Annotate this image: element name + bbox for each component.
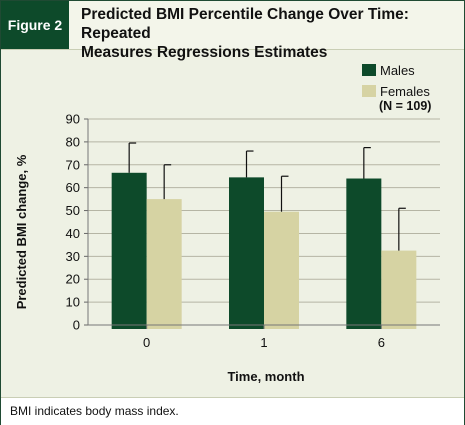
legend-label-females: Females [380, 84, 430, 99]
sample-size-note: (N = 109) [379, 99, 431, 113]
axes: 0 10 20 30 40 50 60 70 80 90 0 1 6 [66, 112, 440, 350]
legend-label-males: Males [380, 63, 415, 78]
x-axis-label: Time, month [227, 369, 304, 384]
legend-swatch-males [362, 64, 376, 76]
bar-males-1 [229, 177, 264, 329]
figure-title: Predicted BMI Percentile Change Over Tim… [81, 5, 459, 62]
x-tick-label: 6 [378, 335, 385, 350]
y-tick-label: 30 [66, 249, 80, 264]
figure-label: Figure 2 [1, 1, 69, 49]
bars [111, 142, 417, 329]
y-tick-label: 90 [66, 112, 80, 127]
bar-males-6 [346, 178, 382, 329]
bar-chart: 0 10 20 30 40 50 60 70 80 90 0 1 6 Males Females(N = … [14, 63, 440, 384]
figure-footer: BMI indicates body mass index. [1, 397, 464, 425]
bar-females-6 [381, 250, 417, 329]
figure-title-line-1: Predicted BMI Percentile Change Over Tim… [81, 6, 409, 42]
y-tick-label: 80 [66, 134, 80, 149]
y-tick-label: 10 [66, 295, 80, 310]
y-tick-label: 50 [66, 203, 80, 218]
x-tick-label: 1 [260, 335, 267, 350]
figure-header: Figure 2 Predicted BMI Percentile Change… [1, 1, 464, 61]
figure-title-line-2: Measures Regressions Estimates [81, 44, 328, 61]
bar-females-0 [146, 199, 182, 329]
legend-swatch-females [362, 85, 376, 97]
y-tick-label: 20 [66, 272, 80, 287]
legend: Males Females(N = 109) [362, 63, 431, 113]
y-tick-label: 0 [73, 318, 80, 333]
bar-males-0 [111, 172, 147, 329]
bar-females-1 [264, 211, 299, 329]
x-tick-label: 0 [143, 335, 150, 350]
y-axis-label: Predicted BMI change, % [14, 154, 29, 309]
y-tick-label: 60 [66, 180, 80, 195]
y-tick-label: 70 [66, 157, 80, 172]
footnote: BMI indicates body mass index. [10, 404, 179, 418]
y-tick-label: 40 [66, 226, 80, 241]
